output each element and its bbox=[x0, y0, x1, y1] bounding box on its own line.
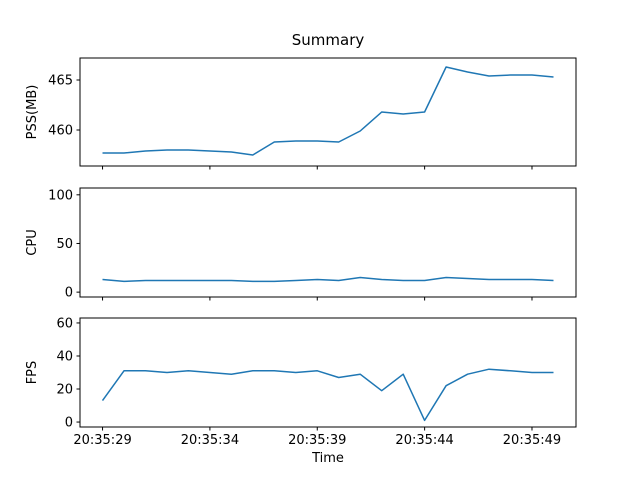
y-tick-label: 460 bbox=[48, 124, 73, 139]
x-axis-label: Time bbox=[311, 451, 344, 466]
subplot-cpu: 0 50 100 CPU bbox=[25, 187, 577, 301]
pss-y-axis-label: PSS(MB) bbox=[25, 85, 40, 140]
y-tick-label: 20 bbox=[56, 383, 73, 398]
y-tick-label: 60 bbox=[56, 317, 73, 332]
x-tick-label: 20:35:39 bbox=[288, 433, 346, 448]
y-tick-label: 0 bbox=[65, 286, 73, 301]
y-tick-label: 0 bbox=[65, 416, 73, 431]
fps-y-axis-label: FPS bbox=[25, 361, 40, 385]
x-tick-label: 20:35:34 bbox=[181, 433, 239, 448]
y-tick-label: 40 bbox=[56, 350, 73, 365]
chart-title: Summary bbox=[292, 31, 365, 49]
y-tick-label: 50 bbox=[56, 237, 73, 252]
subplots-group: 460 465 PSS(MB) 0 50 100 CPU 0 20 40 60 20:35:29 20:… bbox=[25, 57, 577, 448]
subplot-fps: 0 20 40 60 20:35:29 20:35:34 20:35:39 20:35:44 2… bbox=[25, 317, 577, 448]
cpu-series-line bbox=[102, 276, 554, 283]
pss-series-line bbox=[102, 66, 554, 156]
x-tick-label: 20:35:49 bbox=[503, 433, 561, 448]
pss-axes-frame bbox=[79, 57, 577, 167]
cpu-y-axis-label: CPU bbox=[25, 229, 40, 255]
fps-axes-frame bbox=[79, 317, 577, 428]
y-tick-label: 100 bbox=[48, 188, 73, 203]
fps-series-line bbox=[101, 368, 554, 422]
y-tick-label: 465 bbox=[48, 74, 73, 89]
x-tick-label: 20:35:44 bbox=[395, 433, 453, 448]
x-tick-label: 20:35:29 bbox=[73, 433, 131, 448]
cpu-axes-frame bbox=[79, 187, 577, 298]
subplot-pss: 460 465 PSS(MB) bbox=[25, 57, 577, 170]
